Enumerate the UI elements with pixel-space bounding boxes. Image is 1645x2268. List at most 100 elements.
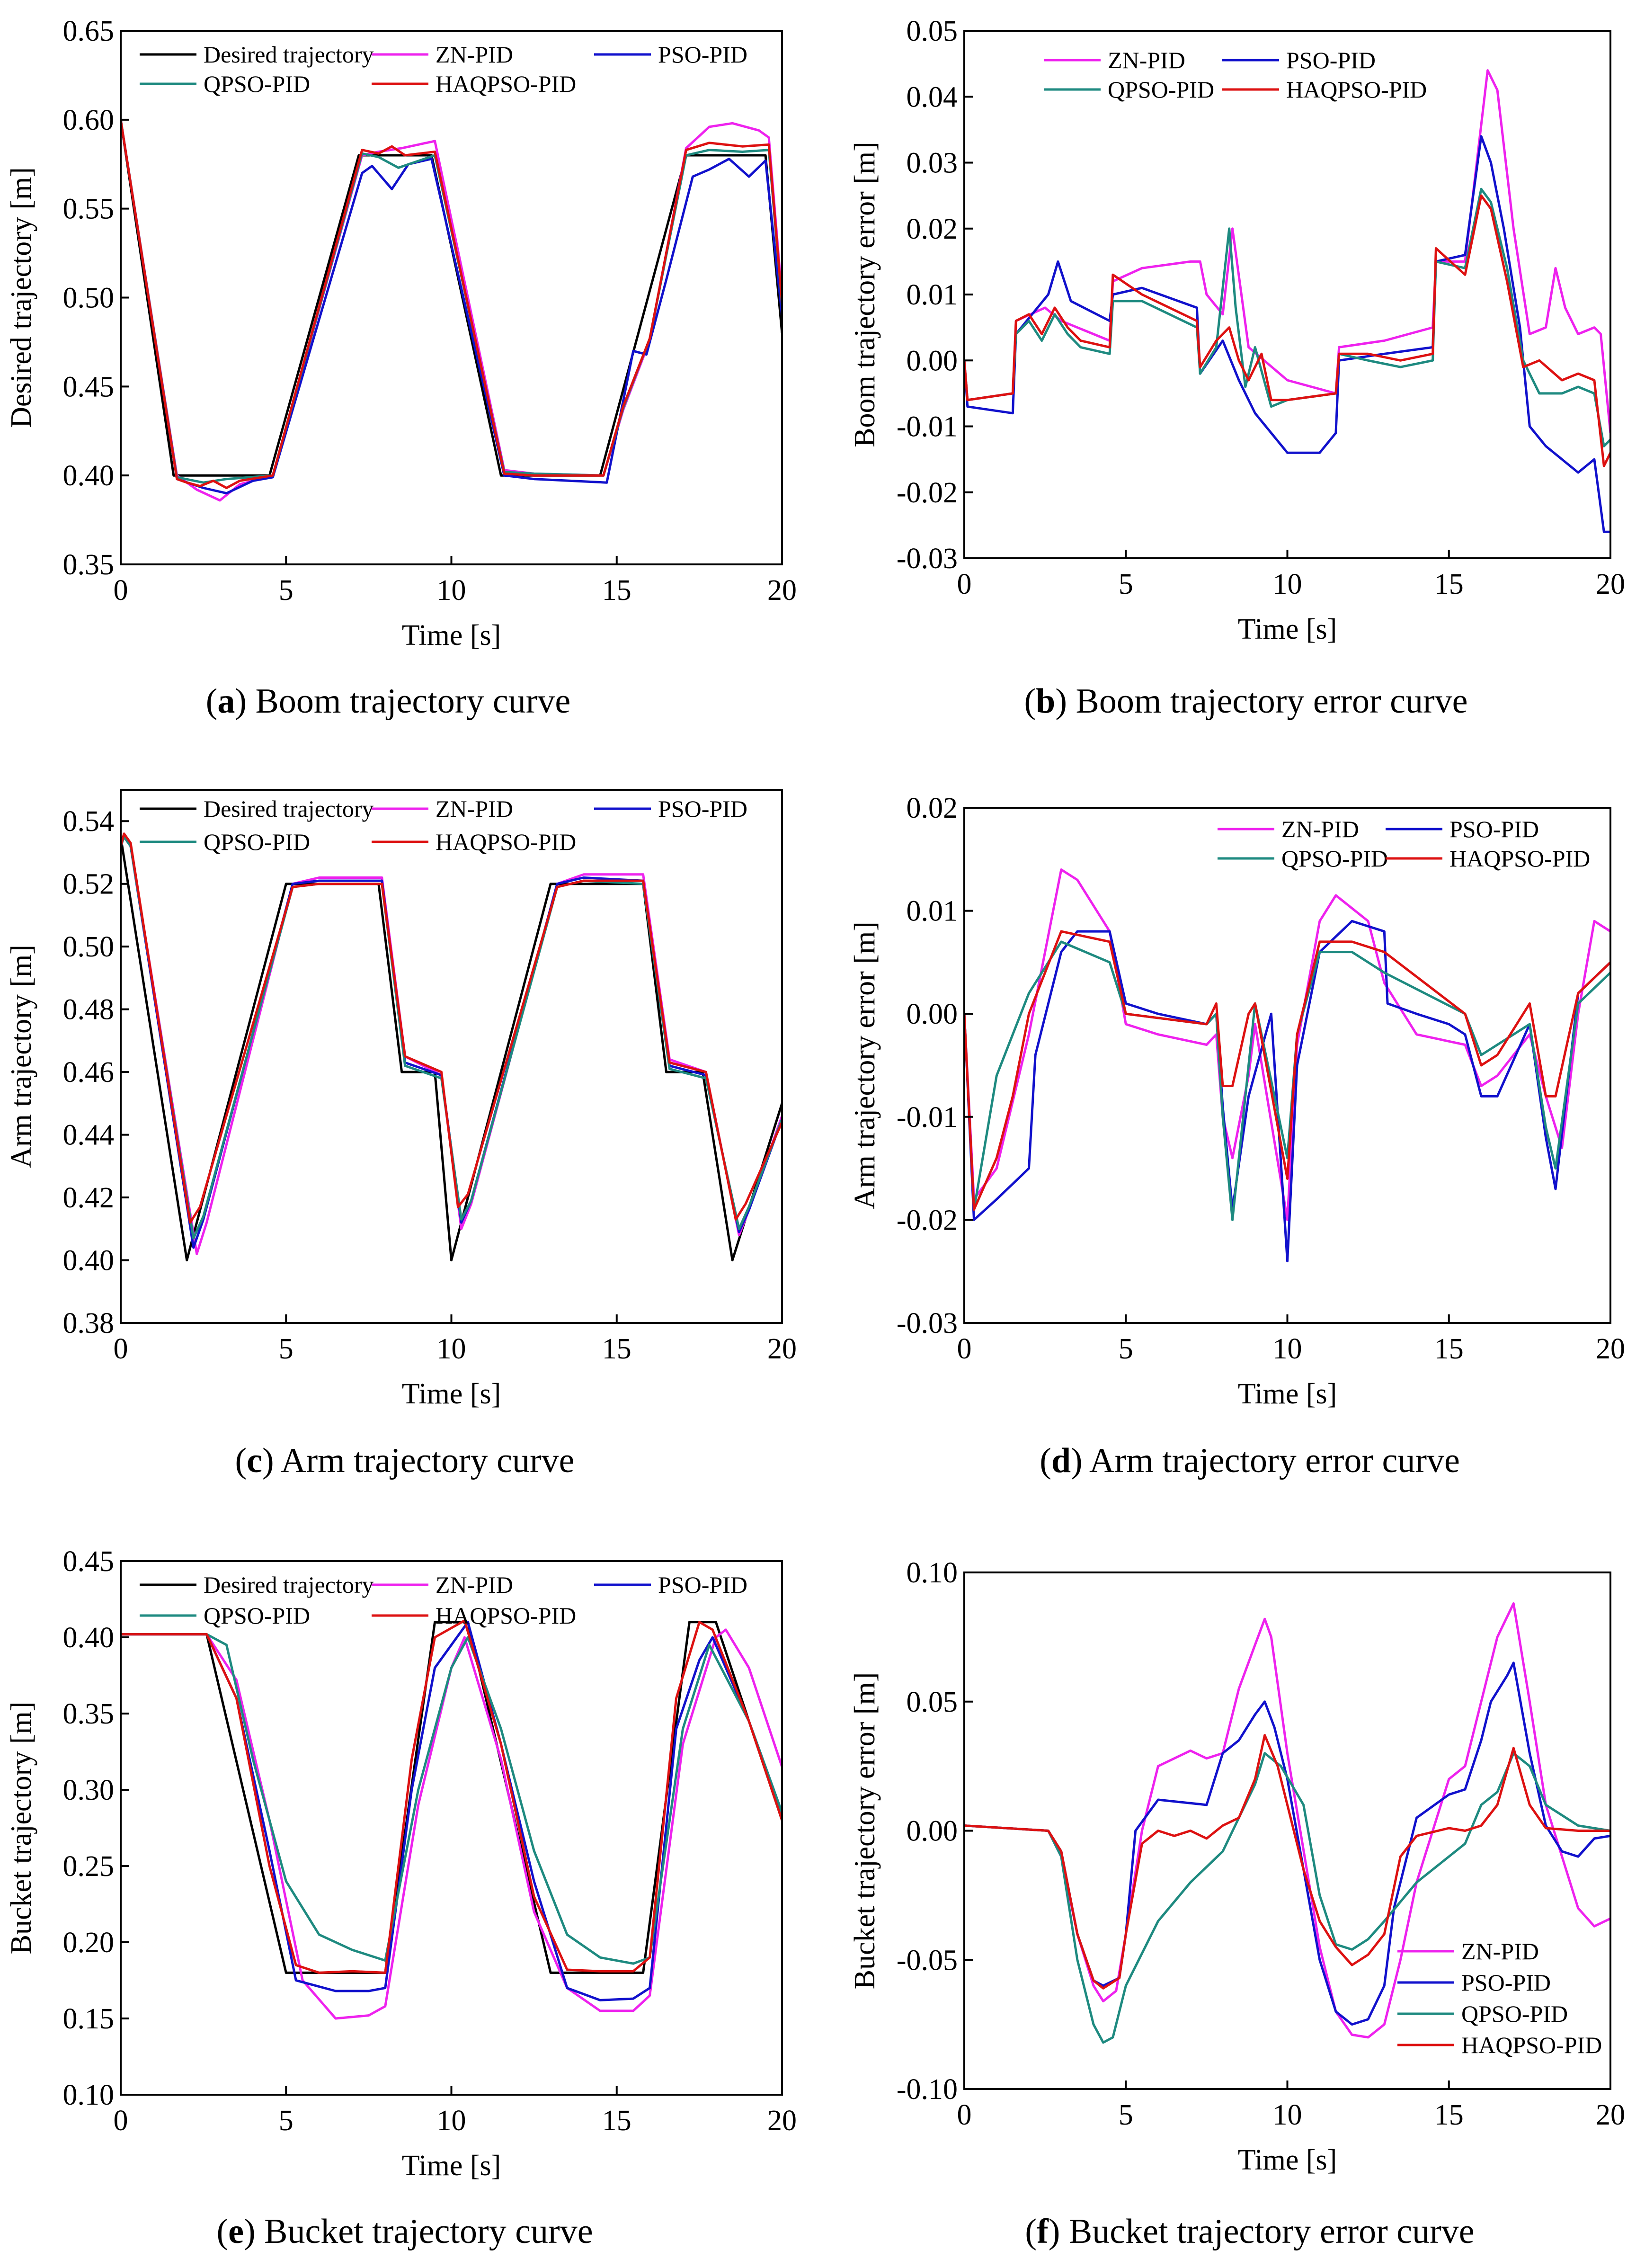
y-axis-label: Boom trajectory error [m] [849, 142, 881, 447]
series-line-qpso-pid [964, 1752, 1610, 2044]
x-axis-label: Time [s] [1238, 613, 1337, 645]
y-tick-label: 0.48 [63, 994, 115, 1026]
legend-label: HAQPSO-PID [1286, 76, 1427, 103]
x-tick-label: 20 [1596, 1333, 1625, 1365]
chart-panel-d: 0 5 10 15 20 -0.03 -0.02 -0.01 0.00 0.01 0.02 Time … [849, 792, 1625, 1480]
series-line-zn-pid [964, 868, 1610, 1221]
caption-paren: ( [235, 1441, 247, 1480]
legend-label: Desired trajectory [204, 41, 374, 68]
y-tick-label: 0.02 [907, 792, 958, 824]
legend: Desired trajectory ZN-PID PSO-PID QPSO-PID H… [140, 1572, 747, 1629]
series-line-zn-pid [964, 1602, 1610, 2039]
y-tick-label: 0.30 [63, 1774, 115, 1806]
y-tick-label: -0.02 [897, 1204, 958, 1236]
chart-panel-e: 0 5 10 15 20 0.10 0.15 0.20 0.25 0.30 0.35 0.40 0.45… [5, 1545, 797, 2251]
caption-text: ) Arm trajectory error curve [1071, 1441, 1460, 1480]
y-axis-label: Bucket trajectory [m] [5, 1702, 37, 1955]
y-tick-label: 0.38 [63, 1307, 115, 1339]
y-tick-label: 0.60 [63, 104, 115, 136]
x-tick-label: 0 [957, 2099, 972, 2131]
x-tick-label: 5 [279, 1333, 293, 1365]
legend-label: Desired trajectory [204, 795, 374, 822]
series-line-zn-pid [121, 835, 782, 1255]
y-tick-label: 0.40 [63, 460, 115, 492]
legend-label: QPSO-PID [204, 829, 310, 855]
x-tick-label: 10 [437, 1333, 466, 1365]
series-line-zn-pid [964, 69, 1610, 433]
x-axis-label: Time [s] [402, 619, 501, 652]
x-tick-label: 15 [602, 574, 631, 607]
x-tick-label: 0 [114, 2105, 128, 2137]
y-tick-label: 0.45 [63, 1545, 115, 1578]
x-axis-label: Time [s] [402, 1378, 501, 1410]
series-line-haqpso-pid [964, 1734, 1610, 1990]
y-tick-label: 0.03 [907, 147, 958, 179]
legend: Desired trajectory ZN-PID PSO-PID QPSO-PID H… [140, 41, 747, 97]
legend-label: HAQPSO-PID [1461, 2032, 1602, 2058]
caption-letter: d [1051, 1441, 1071, 1480]
x-tick-label: 15 [1434, 2099, 1464, 2131]
x-tick-label: 10 [437, 2105, 466, 2137]
y-tick-label: 0.00 [907, 998, 958, 1030]
series-line-qpso-pid [121, 1633, 782, 1965]
caption-text: ) Boom trajectory error curve [1055, 682, 1467, 721]
y-tick-label: 0.52 [63, 868, 115, 901]
x-tick-label: 5 [279, 574, 293, 607]
y-tick-label: 0.45 [63, 371, 115, 403]
caption-paren: ( [1024, 682, 1036, 721]
series-line-pso-pid [121, 119, 782, 495]
chart-panel-c: 0 5 10 15 20 0.38 0.40 0.42 0.44 0.46 0.48 0.50 0.52… [5, 789, 797, 1480]
caption-text: ) Bucket trajectory curve [244, 2212, 593, 2251]
series-line-qpso-pid [964, 188, 1610, 447]
x-tick-label: 15 [1434, 568, 1464, 600]
y-tick-label: 0.42 [63, 1182, 115, 1214]
caption-text: ) Boom trajectory curve [235, 682, 570, 721]
legend-label: ZN-PID [436, 41, 513, 68]
y-tick-label: 0.65 [63, 15, 115, 47]
caption-letter: c [247, 1441, 262, 1480]
x-tick-label: 10 [1273, 568, 1302, 600]
y-tick-label: 0.05 [907, 15, 958, 47]
legend: ZN-PID PSO-PID QPSO-PID HAQPSO-PID [1397, 1938, 1602, 2058]
y-tick-label: 0.04 [907, 81, 958, 113]
y-tick-label: 0.35 [63, 549, 115, 581]
x-tick-label: 0 [957, 568, 972, 600]
caption-paren: ( [1025, 2212, 1037, 2251]
y-tick-label: 0.15 [63, 2003, 115, 2035]
legend: ZN-PID PSO-PID QPSO-PID HAQPSO-PID [1218, 816, 1590, 872]
x-tick-label: 10 [1273, 2099, 1302, 2131]
y-tick-label: 0.54 [63, 805, 115, 838]
y-tick-label: 0.01 [907, 279, 958, 311]
legend: Desired trajectory ZN-PID PSO-PID QPSO-PID H… [140, 795, 747, 855]
x-tick-label: 10 [1273, 1333, 1302, 1365]
x-tick-label: 5 [1119, 568, 1133, 600]
legend-label: PSO-PID [1449, 816, 1539, 842]
legend-label: ZN-PID [1108, 47, 1185, 73]
x-tick-label: 15 [602, 2105, 631, 2137]
chart-panel-a: 0 5 10 15 20 0.35 0.40 0.45 0.50 0.55 0.60 0.65 Time… [5, 15, 797, 721]
caption-paren: ( [1040, 1441, 1051, 1480]
caption-text: ) Bucket trajectory error curve [1049, 2212, 1475, 2251]
legend-label: QPSO-PID [1461, 2000, 1568, 2027]
legend-label: PSO-PID [1461, 1969, 1551, 1996]
x-tick-label: 0 [114, 1333, 128, 1365]
x-tick-label: 20 [767, 574, 797, 607]
legend-label: ZN-PID [1281, 816, 1359, 842]
y-tick-label: 0.20 [63, 1927, 115, 1959]
panel-caption: (b) Boom trajectory error curve [1024, 682, 1468, 721]
y-axis-label: Bucket trajectory error [m] [849, 1672, 881, 1990]
x-axis-label: Time [s] [402, 2150, 501, 2182]
y-tick-label: 0.50 [63, 931, 115, 963]
legend-label: Desired trajectory [204, 1572, 374, 1598]
panel-caption: (f) Bucket trajectory error curve [1025, 2212, 1474, 2251]
y-tick-label: 0.10 [63, 2079, 115, 2111]
series-line-qpso-pid [121, 835, 782, 1240]
series-line-desired-trajectory [121, 837, 782, 1261]
y-tick-label: 0.44 [63, 1119, 115, 1152]
legend-label: HAQPSO-PID [436, 829, 576, 855]
x-tick-label: 20 [1596, 568, 1625, 600]
y-tick-label: -0.02 [897, 477, 958, 509]
legend-label: HAQPSO-PID [436, 1602, 576, 1629]
y-tick-label: 0.00 [907, 345, 958, 377]
